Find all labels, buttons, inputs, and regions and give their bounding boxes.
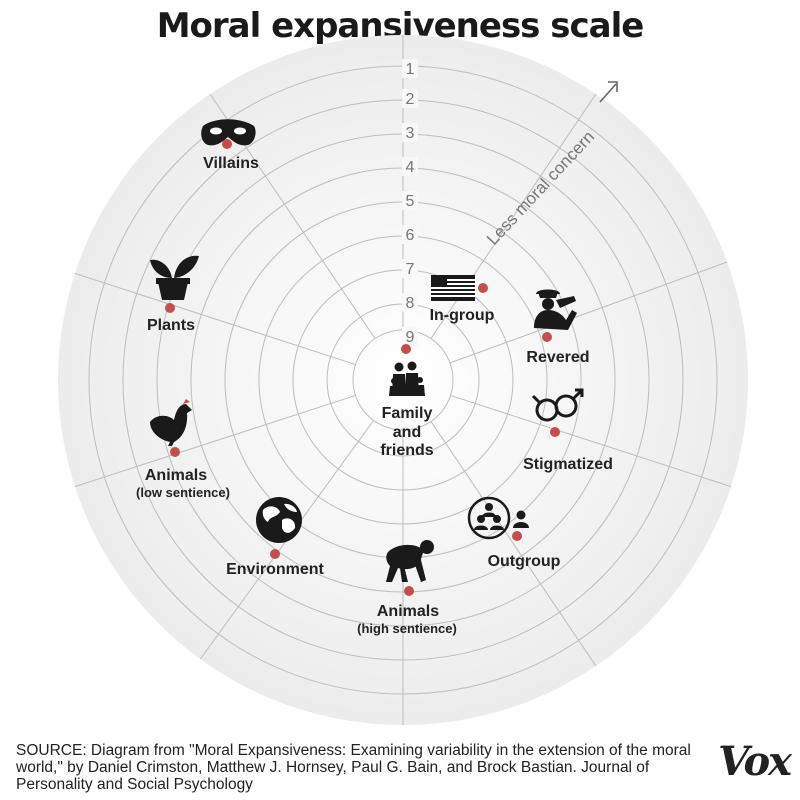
category-label: Animals (377, 603, 439, 620)
marker-animals-high-sentience (404, 586, 414, 596)
group-people-icon (467, 496, 529, 540)
ring-number-background (402, 59, 418, 78)
potted-plant-icon (150, 255, 199, 300)
mask-eye-right (234, 127, 246, 135)
category-environment: Environment (226, 497, 325, 578)
mask-icon (201, 119, 256, 146)
marker-outgroup (512, 531, 522, 541)
category-family-and-friends: Family and friends (380, 361, 434, 459)
category-sublabel: (low sentience) (136, 485, 230, 500)
source-citation: SOURCE: Diagram from "Moral Expansivenes… (16, 742, 691, 793)
ring-number-background (402, 191, 418, 210)
ring-number: 7 (406, 261, 415, 278)
ring-number: 9 (406, 329, 415, 346)
arrow-up-right-icon (608, 81, 618, 92)
chimpanzee-icon (386, 540, 434, 582)
ring-number-background (402, 259, 418, 278)
gender-symbols-icon (531, 388, 584, 422)
ring-number-background (402, 89, 418, 108)
us-flag-icon (431, 275, 475, 301)
marker-family-and-friends (401, 344, 411, 354)
saluting-soldier-icon (534, 289, 577, 330)
ring-number-background (402, 157, 418, 176)
ring-number: 4 (406, 159, 415, 176)
chicken-icon (150, 399, 192, 446)
scale-spoke (450, 394, 732, 488)
category-outgroup: Outgroup (467, 496, 561, 570)
family-icon (389, 361, 425, 396)
category-label: In-group (430, 307, 495, 324)
marker-revered (542, 332, 552, 342)
globe-icon (256, 497, 302, 543)
ring-number: 8 (406, 295, 415, 312)
ring-number-background (402, 293, 418, 312)
marker-animals-low-sentience (170, 447, 180, 457)
ring-number: 2 (406, 91, 415, 108)
marker-plants (165, 303, 175, 313)
category-label: Environment (226, 561, 324, 578)
category-stigmatized: Stigmatized (523, 388, 613, 473)
category-label-line-3: friends (380, 442, 433, 459)
category-markers (165, 139, 560, 596)
category-revered: Revered (526, 289, 590, 366)
axis-arrow-line (599, 83, 617, 103)
vox-logo: Vox (718, 738, 792, 785)
category-label: Outgroup (488, 553, 561, 570)
category-villains: Villains (201, 119, 259, 172)
marker-stigmatized (550, 427, 560, 437)
category-label: Plants (147, 317, 195, 334)
scale-spoke (430, 421, 597, 667)
category-label-line-1: Family (382, 405, 433, 422)
category-in-group: In-group (430, 275, 495, 324)
category-animals-high-sentience: Animals (high sentience) (357, 540, 457, 636)
ring-number: 6 (406, 227, 415, 244)
scale-spoke (449, 261, 728, 364)
category-label: Animals (145, 467, 207, 484)
category-sublabel: (high sentience) (357, 621, 457, 636)
ring-number: 5 (406, 193, 415, 210)
ring-number: 3 (406, 125, 415, 142)
category-label: Revered (526, 349, 589, 366)
scale-spoke (74, 272, 356, 366)
category-label-line-2: and (393, 424, 421, 441)
category-label: Stigmatized (523, 456, 613, 473)
ring-number-background (402, 225, 418, 244)
ring-numbers: 1 2 3 4 5 6 7 8 9 (402, 59, 418, 346)
marker-in-group (478, 283, 488, 293)
ring-number-background (402, 327, 418, 346)
category-animals-low-sentience: Animals (low sentience) (136, 399, 230, 500)
mask-eye-left (210, 127, 222, 135)
marker-environment (270, 549, 280, 559)
scale-spoke (74, 394, 356, 488)
category-plants: Plants (147, 255, 199, 334)
marker-villains (222, 139, 232, 149)
category-label: Villains (203, 155, 259, 172)
ring-number: 1 (406, 61, 415, 78)
ring-number-background (402, 123, 418, 142)
